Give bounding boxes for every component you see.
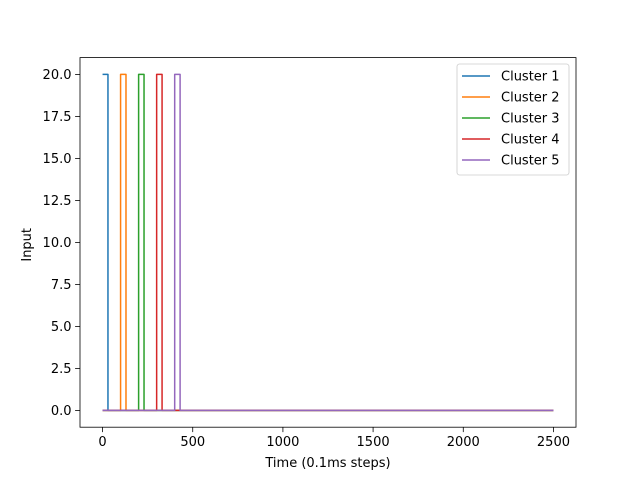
y-tick-label: 12.5	[43, 194, 72, 209]
x-axis-label: Time (0.1ms steps)	[264, 456, 390, 471]
legend: Cluster 1 Cluster 2 Cluster 3 Cluster 4 Clus…	[456, 63, 570, 176]
x-tick-label: 1000	[266, 435, 299, 450]
legend-label-cluster-3: Cluster 3	[501, 112, 560, 127]
series-line-cluster-5	[102, 73, 554, 412]
x-tick-label: 1500	[357, 435, 390, 450]
legend-label-cluster-1: Cluster 1	[501, 70, 560, 85]
y-tick-label: 2.5	[51, 362, 72, 377]
y-tick-label: 10.0	[43, 236, 72, 251]
y-tick-label: 7.5	[51, 278, 72, 293]
y-tick-label: 17.5	[43, 110, 72, 125]
y-tick-label: 5.0	[51, 320, 72, 335]
y-axis: 0.0 2.5 5.0 7.5 10.0 12.5 15.0 17.5 20.0	[43, 68, 80, 419]
x-tick-label: 500	[180, 435, 205, 450]
y-tick-label: 0.0	[51, 404, 72, 419]
y-tick-label: 20.0	[43, 68, 72, 83]
legend-box	[456, 63, 570, 176]
y-tick-label: 15.0	[43, 152, 72, 167]
x-tick-label: 2500	[537, 435, 570, 450]
x-tick-label: 2000	[447, 435, 480, 450]
legend-label-cluster-5: Cluster 5	[501, 154, 560, 169]
y-axis-label: Input	[20, 228, 35, 262]
legend-label-cluster-4: Cluster 4	[501, 133, 560, 148]
x-axis: 0 500 1000 1500 2000 2500	[98, 427, 570, 450]
legend-label-cluster-2: Cluster 2	[501, 91, 560, 106]
x-tick-label: 0	[98, 435, 106, 450]
plot-area	[79, 57, 577, 428]
